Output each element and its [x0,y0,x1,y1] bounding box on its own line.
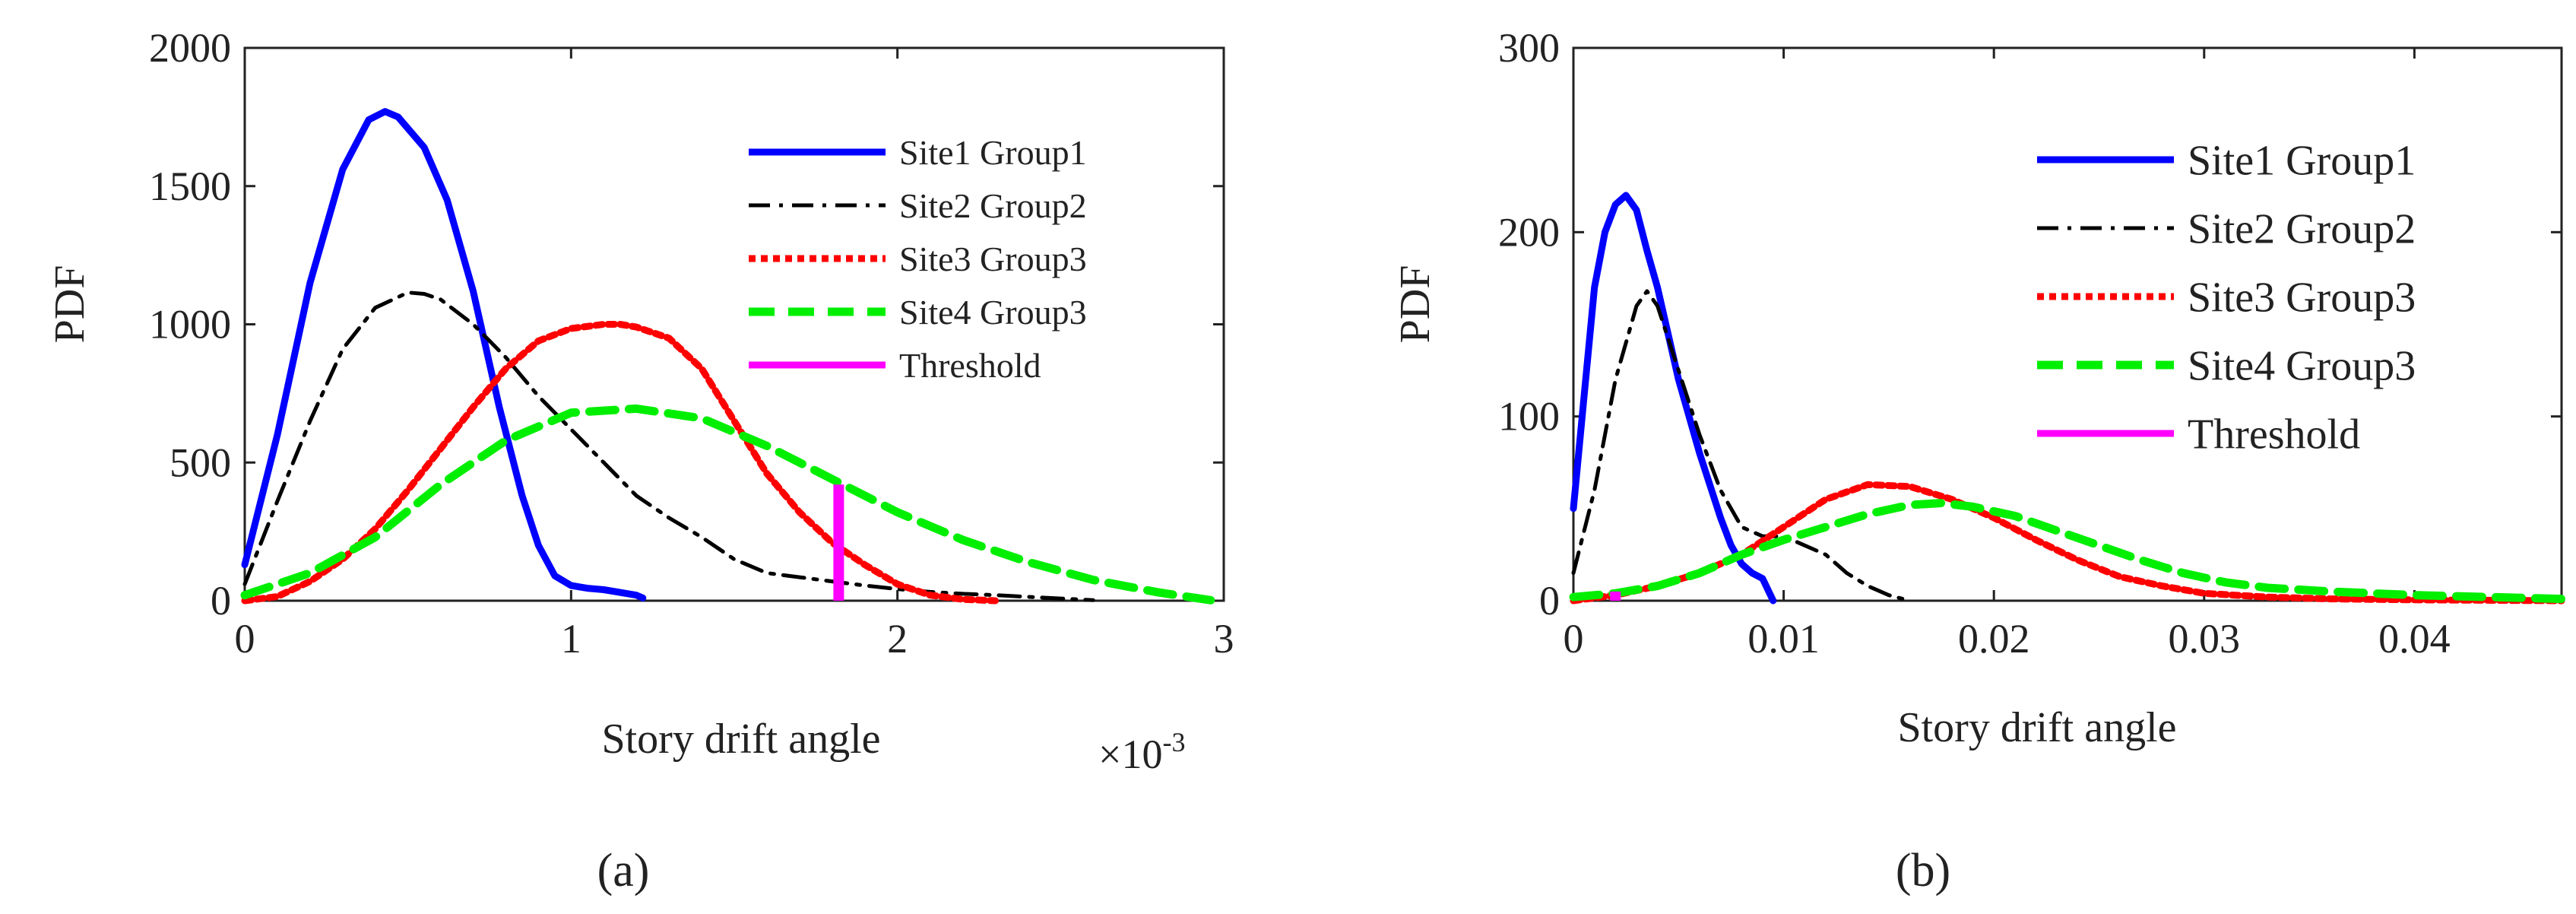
panel-label-a: (a) [597,845,650,897]
y-axis-ticks-a: 0 500 1000 1500 2000 [149,25,1224,624]
y-axis-title-b: PDF [1392,265,1439,344]
y-tick-label: 0 [211,578,231,624]
legend-a: Site1 Group1 Site2 Group2 Site3 Group3 Site… [749,133,1087,385]
y-tick-label: 2000 [149,25,231,71]
x-tick-label: 1 [561,616,581,662]
x-tick-label: 0.03 [2169,616,2241,662]
x-tick-label: 0.01 [1747,616,1820,662]
chart-panel-b: 0 0.01 0.02 0.03 0.04 0 100 200 300 Site1 Group… [1392,25,2566,897]
legend-b: Site1 Group1 Site2 Group2 Site3 Group3 Site… [2037,138,2416,459]
panel-label-b: (b) [1896,845,1950,897]
legend-label: Site1 Group1 [2188,138,2416,185]
series-line-site1-group1 [241,108,647,601]
y-tick-label: 200 [1498,209,1560,255]
legend-label: Threshold [2188,411,2360,459]
legend-label: Site2 Group2 [899,186,1087,225]
y-axis-ticks-b: 0 100 200 300 [1498,25,2562,624]
x-tick-label: 0 [235,616,255,662]
x-axis-title-a: Story drift angle [601,716,880,763]
x-tick-label: 0.02 [1958,616,2030,662]
plot-frame-b [1572,46,2563,602]
y-tick-label: 100 [1498,394,1560,440]
series-line-site4-group3 [240,404,1215,605]
series-line-site2-group2 [242,290,1095,602]
y-tick-label: 0 [1539,578,1560,624]
legend-label: Site3 Group3 [899,240,1087,278]
legend-label: Threshold [899,346,1041,385]
y-tick-label: 1500 [149,163,231,209]
x-axis-ticks-b: 0 0.01 0.02 0.03 0.04 [1564,48,2451,662]
legend-label: Site4 Group3 [899,293,1087,332]
y-tick-label: 1000 [149,302,231,348]
x-tick-label: 3 [1214,616,1234,662]
x-tick-label: 0.04 [2378,616,2451,662]
y-tick-label: 300 [1498,25,1560,71]
series-group-b [1569,192,2566,605]
legend-label: Site2 Group2 [2188,206,2416,253]
legend-label: Site3 Group3 [2188,275,2416,322]
series-line-site4-group3 [1569,499,2566,604]
plot-area-b [1572,46,2563,602]
x-tick-label: 2 [887,616,908,662]
legend-label: Site1 Group1 [899,133,1087,172]
x-axis-multiplier-a: ×10-3 [1098,727,1185,777]
series-line-site3-group3 [241,321,999,605]
series-group-a [240,108,1215,605]
x-axis-title-b: Story drift angle [1897,704,2176,751]
series-line-site1-group1 [1570,192,1777,605]
x-multiplier-exponent: -3 [1162,727,1185,757]
x-tick-label: 0 [1564,616,1584,662]
chart-panel-a: 0 1 2 3 0 500 1000 1500 2000 Site1 Group1 Site2 … [46,25,1234,897]
legend-label: Site4 Group3 [2188,343,2416,390]
y-axis-title-a: PDF [46,265,93,344]
x-multiplier-base: ×10 [1098,732,1162,777]
y-tick-label: 500 [170,440,231,485]
x-axis-ticks-a: 0 1 2 3 [235,48,1234,662]
series-line-site2-group2 [1571,289,1912,603]
